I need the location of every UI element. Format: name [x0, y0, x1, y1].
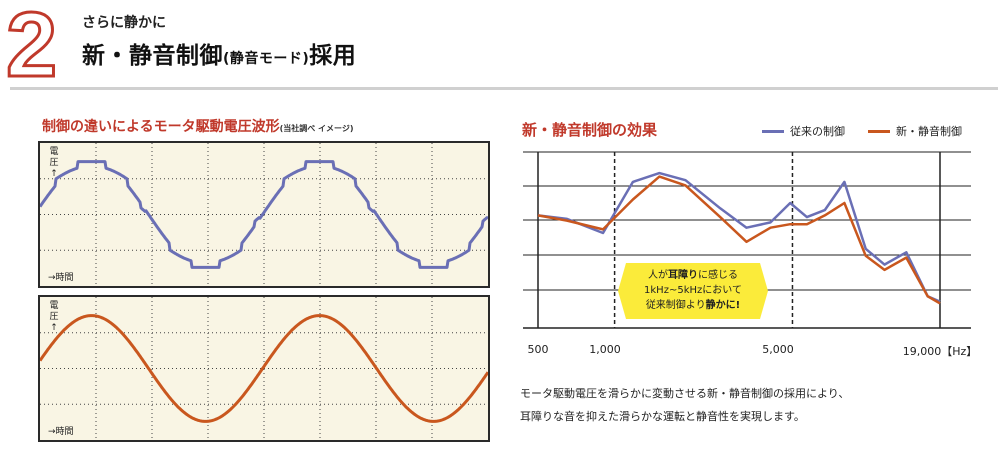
description-line-1: モータ駆動電圧を滑らかに変動させる新・静音制御の採用により、: [520, 387, 850, 400]
callout-line-1b: 耳障り: [668, 270, 698, 281]
callout-shape: [618, 263, 768, 319]
scope-1-y-label: 電圧↑: [49, 147, 59, 179]
x-tick-19000: 19,000【Hz】: [902, 345, 978, 358]
scope-1-x-label: →時間: [48, 273, 74, 283]
legend-label-conventional: 従来の制御: [790, 125, 845, 138]
step-number: 2: [6, 0, 57, 86]
page-title: 新・静音制御(静音モード)採用: [82, 36, 356, 70]
series-line-conventional: [537, 171, 941, 303]
waveform-conventional-line: [40, 160, 488, 269]
effect-line-chart: [523, 151, 971, 329]
title-paren: (静音モード): [223, 51, 310, 67]
header-divider: [10, 87, 998, 90]
legend-item-new: 新・静音制御: [868, 123, 962, 139]
callout-line-3: 従来制御より静かに!: [618, 298, 768, 313]
legend-label-new: 新・静音制御: [896, 125, 962, 138]
description-line-2: 耳障りな音を抑えた滑らかな運転と静音性を実現します。: [520, 410, 805, 423]
waveform-new-line: [40, 314, 488, 423]
callout-line-3a: 従来制御より: [645, 300, 706, 311]
series-line-new: [537, 175, 941, 305]
callout-line-1: 人が耳障りに感じる: [618, 268, 768, 283]
legend-swatch-conventional: [762, 129, 784, 133]
title-tail: 採用: [309, 43, 357, 69]
step-number-graphic: 2: [5, 0, 59, 86]
callout-text: 人が耳障りに感じる 1kHz~5kHzにおいて 従来制御より静かに!: [618, 268, 768, 313]
x-tick-5000: 5,000: [762, 343, 794, 356]
waveform-title-note: (当社調べ イメージ): [279, 124, 354, 133]
scope-2-x-label: →時間: [48, 427, 74, 437]
x-tick-500: 500: [527, 343, 549, 356]
waveform-title-text: 制御の違いによるモータ駆動電圧波形: [42, 119, 280, 135]
waveform-conventional-plot: [40, 143, 488, 286]
callout-line-3b: 静かに!: [705, 300, 741, 311]
waveform-section-title: 制御の違いによるモータ駆動電圧波形(当社調べ イメージ): [42, 116, 354, 136]
oscilloscope-new-control: 電圧↑ →時間: [38, 295, 490, 442]
legend-item-conventional: 従来の制御: [762, 123, 845, 139]
scope-2-y-label: 電圧↑: [49, 301, 59, 333]
oscilloscope-conventional: 電圧↑ →時間: [38, 141, 490, 288]
waveform-new-plot: [40, 297, 488, 440]
header-subtitle: さらに静かに: [82, 15, 166, 31]
effect-chart-title: 新・静音制御の効果: [522, 121, 658, 139]
callout-line-1a: 人が: [648, 270, 668, 281]
x-tick-1000: 1,000: [589, 343, 621, 356]
legend-swatch-new: [868, 129, 890, 133]
callout-line-1c: に感じる: [698, 270, 738, 281]
title-main: 新・静音制御: [82, 43, 223, 69]
callout-line-2: 1kHz~5kHzにおいて: [644, 285, 742, 296]
